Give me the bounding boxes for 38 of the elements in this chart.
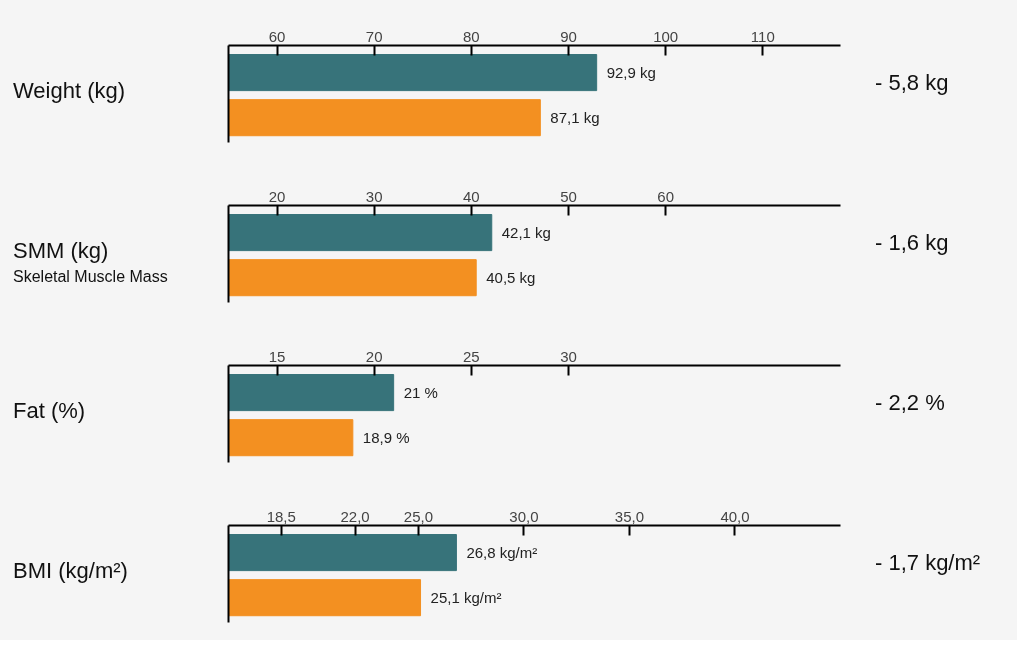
x-tick-label: 40 [463, 187, 480, 205]
x-tick-label: 25 [463, 347, 480, 365]
data-label: 40,5 kg [486, 269, 536, 287]
y-axis-title: BMI (kg/m²) [13, 557, 128, 585]
x-tick-label: 20 [268, 187, 286, 205]
y-axis-title: Weight (kg) [13, 77, 126, 105]
x-tick-label: 70 [365, 27, 383, 45]
data-label: 42,1 kg [501, 224, 551, 242]
x-tick-label: 20 [365, 347, 383, 365]
x-tick-label: 40,0 [720, 507, 750, 525]
y-axis-title: Fat (%) [13, 397, 86, 425]
text: - 2,2 % [875, 389, 945, 417]
x-tick-label: 80 [463, 27, 480, 45]
text: Skeletal Muscle Mass [13, 267, 168, 288]
text: - 5,8 kg [875, 69, 949, 97]
x-tick-label: 30 [560, 347, 577, 365]
text: - 1,7 kg/m² [875, 549, 981, 577]
data-label: 21 % [403, 384, 438, 402]
x-tick-label: 30,0 [509, 507, 539, 525]
data-label: 87,1 kg [550, 109, 600, 127]
x-tick-label: 110 [750, 27, 775, 45]
y-axis-title: SMM (kg) [13, 237, 110, 265]
x-tick-label: 60 [268, 27, 286, 45]
text: - 1,6 kg [875, 229, 949, 257]
x-tick-label: 25,0 [403, 507, 434, 525]
data-label: 92,9 kg [606, 64, 656, 82]
x-tick-label: 35,0 [614, 507, 645, 525]
x-tick-label: 60 [657, 187, 674, 205]
x-tick-label: 30 [365, 187, 383, 205]
x-tick-label: 18,5 [266, 507, 296, 525]
data-label: 25,1 kg/m² [430, 589, 502, 607]
x-tick-label: 50 [560, 187, 577, 205]
x-tick-label: 15 [268, 347, 286, 365]
x-tick-label: 100 [653, 27, 679, 45]
x-tick-label: 22,0 [340, 507, 370, 525]
data-label: 26,8 kg/m² [466, 544, 538, 562]
data-label: 18,9 % [362, 429, 410, 447]
x-tick-label: 90 [560, 27, 577, 45]
